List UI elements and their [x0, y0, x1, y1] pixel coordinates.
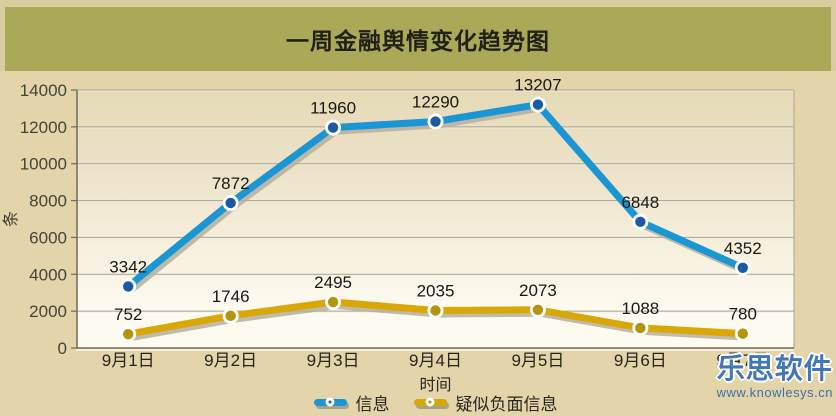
legend-line-marker-icon	[413, 397, 447, 407]
watermark-logo-text: 乐思软件	[716, 353, 833, 384]
x-axis-title: 时间	[419, 377, 452, 394]
title-strip: 一周金融舆情变化趋势图	[0, 0, 836, 71]
title-band: 一周金融舆情变化趋势图	[5, 7, 831, 71]
watermark: 乐思软件 www.knowlesys.cn	[716, 353, 833, 400]
svg-text:780: 780	[729, 305, 757, 324]
legend: 信息 疑似负面信息	[77, 393, 794, 414]
svg-text:12000: 12000	[20, 118, 67, 137]
legend-item: 疑似负面信息	[413, 390, 558, 415]
watermark-url: www.knowlesys.cn	[716, 385, 833, 400]
legend-dot-icon	[325, 397, 335, 407]
svg-text:1088: 1088	[621, 299, 659, 318]
svg-text:0: 0	[58, 339, 67, 358]
svg-text:752: 752	[114, 305, 142, 324]
svg-text:12290: 12290	[412, 93, 459, 112]
legend-dot-icon	[425, 397, 435, 407]
chart-title: 一周金融舆情变化趋势图	[286, 28, 550, 54]
svg-text:7872: 7872	[212, 174, 250, 193]
svg-text:4352: 4352	[724, 239, 762, 258]
y-axis-title: 条	[3, 210, 20, 227]
svg-text:2495: 2495	[314, 273, 352, 292]
legend-line-marker-icon	[313, 397, 347, 407]
svg-text:6000: 6000	[29, 228, 67, 247]
svg-text:14000: 14000	[20, 81, 67, 100]
svg-text:11960: 11960	[310, 99, 356, 118]
svg-text:4000: 4000	[29, 265, 67, 284]
svg-text:2000: 2000	[29, 302, 67, 321]
legend-item: 信息	[313, 390, 390, 415]
svg-text:9月2日: 9月2日	[204, 351, 257, 370]
svg-text:9月5日: 9月5日	[511, 351, 564, 370]
svg-text:1746: 1746	[212, 287, 250, 306]
svg-text:9月1日: 9月1日	[102, 351, 155, 370]
legend-label: 疑似负面信息	[455, 394, 558, 414]
svg-text:6848: 6848	[621, 193, 659, 212]
svg-text:9月4日: 9月4日	[409, 351, 462, 370]
svg-text:2035: 2035	[417, 281, 455, 300]
svg-text:3342: 3342	[109, 257, 147, 276]
svg-text:13207: 13207	[514, 76, 561, 95]
svg-text:10000: 10000	[20, 155, 67, 174]
svg-text:2073: 2073	[519, 281, 557, 300]
svg-text:9月6日: 9月6日	[614, 351, 667, 370]
svg-text:9月3日: 9月3日	[307, 351, 360, 370]
legend-label: 信息	[355, 394, 390, 414]
svg-text:9月7日: 9月7日	[716, 351, 769, 370]
svg-text:8000: 8000	[29, 192, 67, 211]
